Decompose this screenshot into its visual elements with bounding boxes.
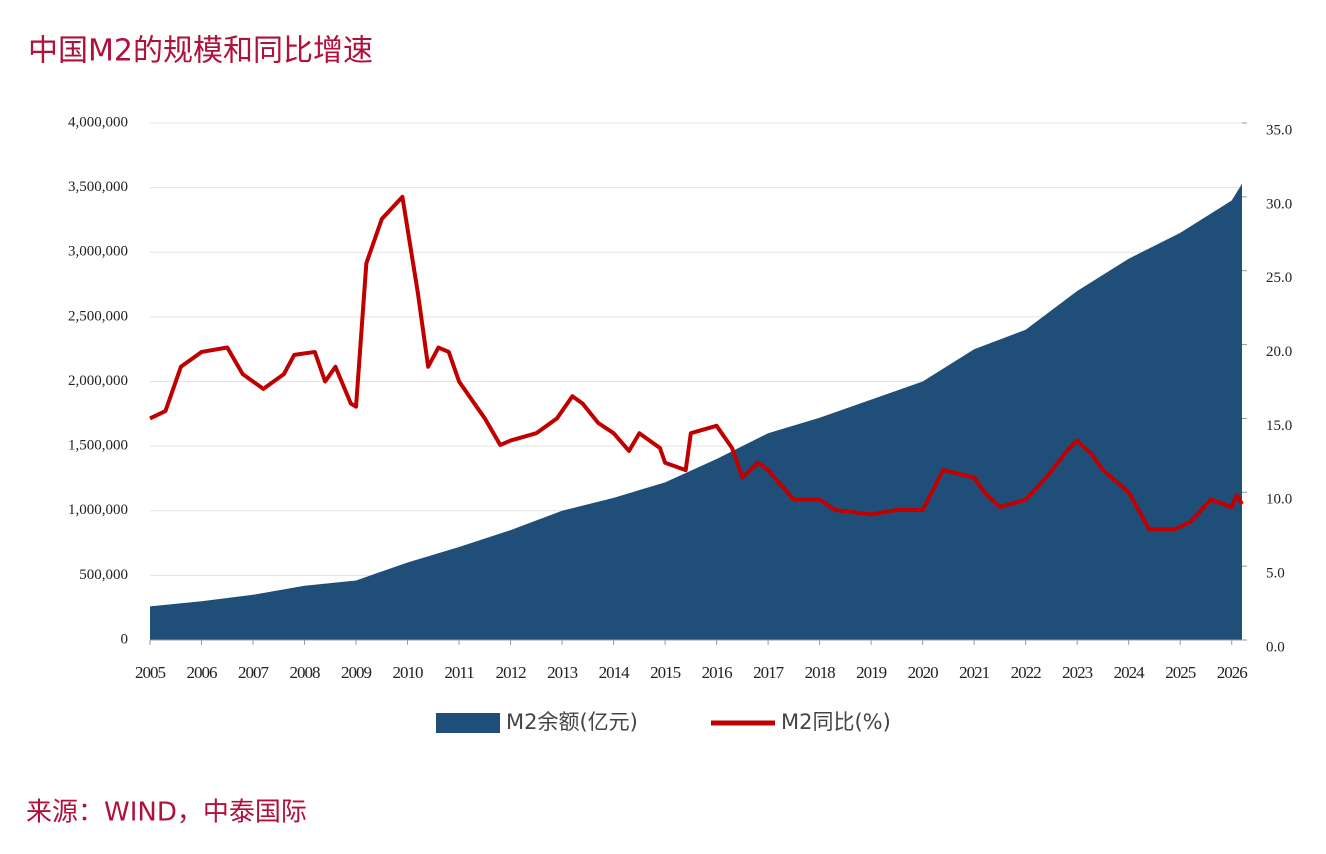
x-tick-label: 2024 bbox=[1114, 663, 1146, 682]
line bbox=[149, 194, 1244, 532]
x-tick-label: 2018 bbox=[805, 663, 836, 682]
y-tick-label: 1,000,000 bbox=[68, 502, 128, 518]
y2-tick-label: 10.0 bbox=[1266, 492, 1292, 508]
y-tick-label: 2,000,000 bbox=[68, 373, 128, 389]
y2-tick-label: 5.0 bbox=[1266, 566, 1285, 582]
x-tick-label: 2016 bbox=[702, 663, 733, 682]
legend-label: M2余额(亿元) bbox=[506, 710, 638, 734]
y-tick-label: 1,500,000 bbox=[68, 438, 128, 454]
y2-tick-label: 0.0 bbox=[1266, 639, 1285, 655]
x-tick-label: 2008 bbox=[290, 663, 321, 682]
x-tick-label: 2007 bbox=[238, 663, 270, 682]
x-tick-label: 2022 bbox=[1011, 663, 1042, 682]
x-tick-label: 2015 bbox=[650, 663, 681, 682]
x-tick-label: 2012 bbox=[496, 663, 527, 682]
y-tick-label: 3,000,000 bbox=[68, 244, 128, 260]
x-tick-label: 2009 bbox=[341, 663, 372, 682]
x-tick-label: 2005 bbox=[135, 663, 166, 682]
x-tick-label: 2014 bbox=[599, 663, 631, 682]
y-tick-label: 3,500,000 bbox=[68, 179, 128, 195]
legend-swatch bbox=[436, 713, 500, 733]
y2-tick-label: 20.0 bbox=[1266, 344, 1292, 360]
y-tick-label: 2,500,000 bbox=[68, 308, 128, 324]
legend-label: M2同比(%) bbox=[781, 710, 891, 734]
x-tick-label: 2010 bbox=[393, 663, 424, 682]
x-tick-label: 2026 bbox=[1217, 663, 1248, 682]
source: 来源：WIND，中泰国际 bbox=[26, 798, 307, 828]
y-tick-label: 500,000 bbox=[79, 567, 128, 583]
x-tick-label: 2011 bbox=[444, 663, 474, 682]
x-tick-label: 2020 bbox=[908, 663, 939, 682]
x-tick-label: 2006 bbox=[187, 663, 218, 682]
x-tick-label: 2023 bbox=[1062, 663, 1093, 682]
x-tick-label: 2021 bbox=[959, 663, 990, 682]
y-tick-label: 4,000,000 bbox=[68, 114, 128, 130]
x-tick-label: 2025 bbox=[1165, 663, 1196, 682]
y2-tick-label: 25.0 bbox=[1266, 270, 1292, 286]
x-tick-label: 2019 bbox=[856, 663, 887, 682]
area bbox=[150, 183, 1242, 640]
y2-tick-label: 15.0 bbox=[1266, 418, 1292, 434]
y2-tick-label: 30.0 bbox=[1266, 196, 1292, 212]
chart-title: 中国M2的规模和同比增速 bbox=[28, 34, 373, 69]
y2-tick-label: 35.0 bbox=[1266, 122, 1292, 138]
x-tick-label: 2017 bbox=[753, 663, 785, 682]
y-tick-label: 0 bbox=[121, 631, 129, 647]
x-tick-label: 2013 bbox=[547, 663, 578, 682]
